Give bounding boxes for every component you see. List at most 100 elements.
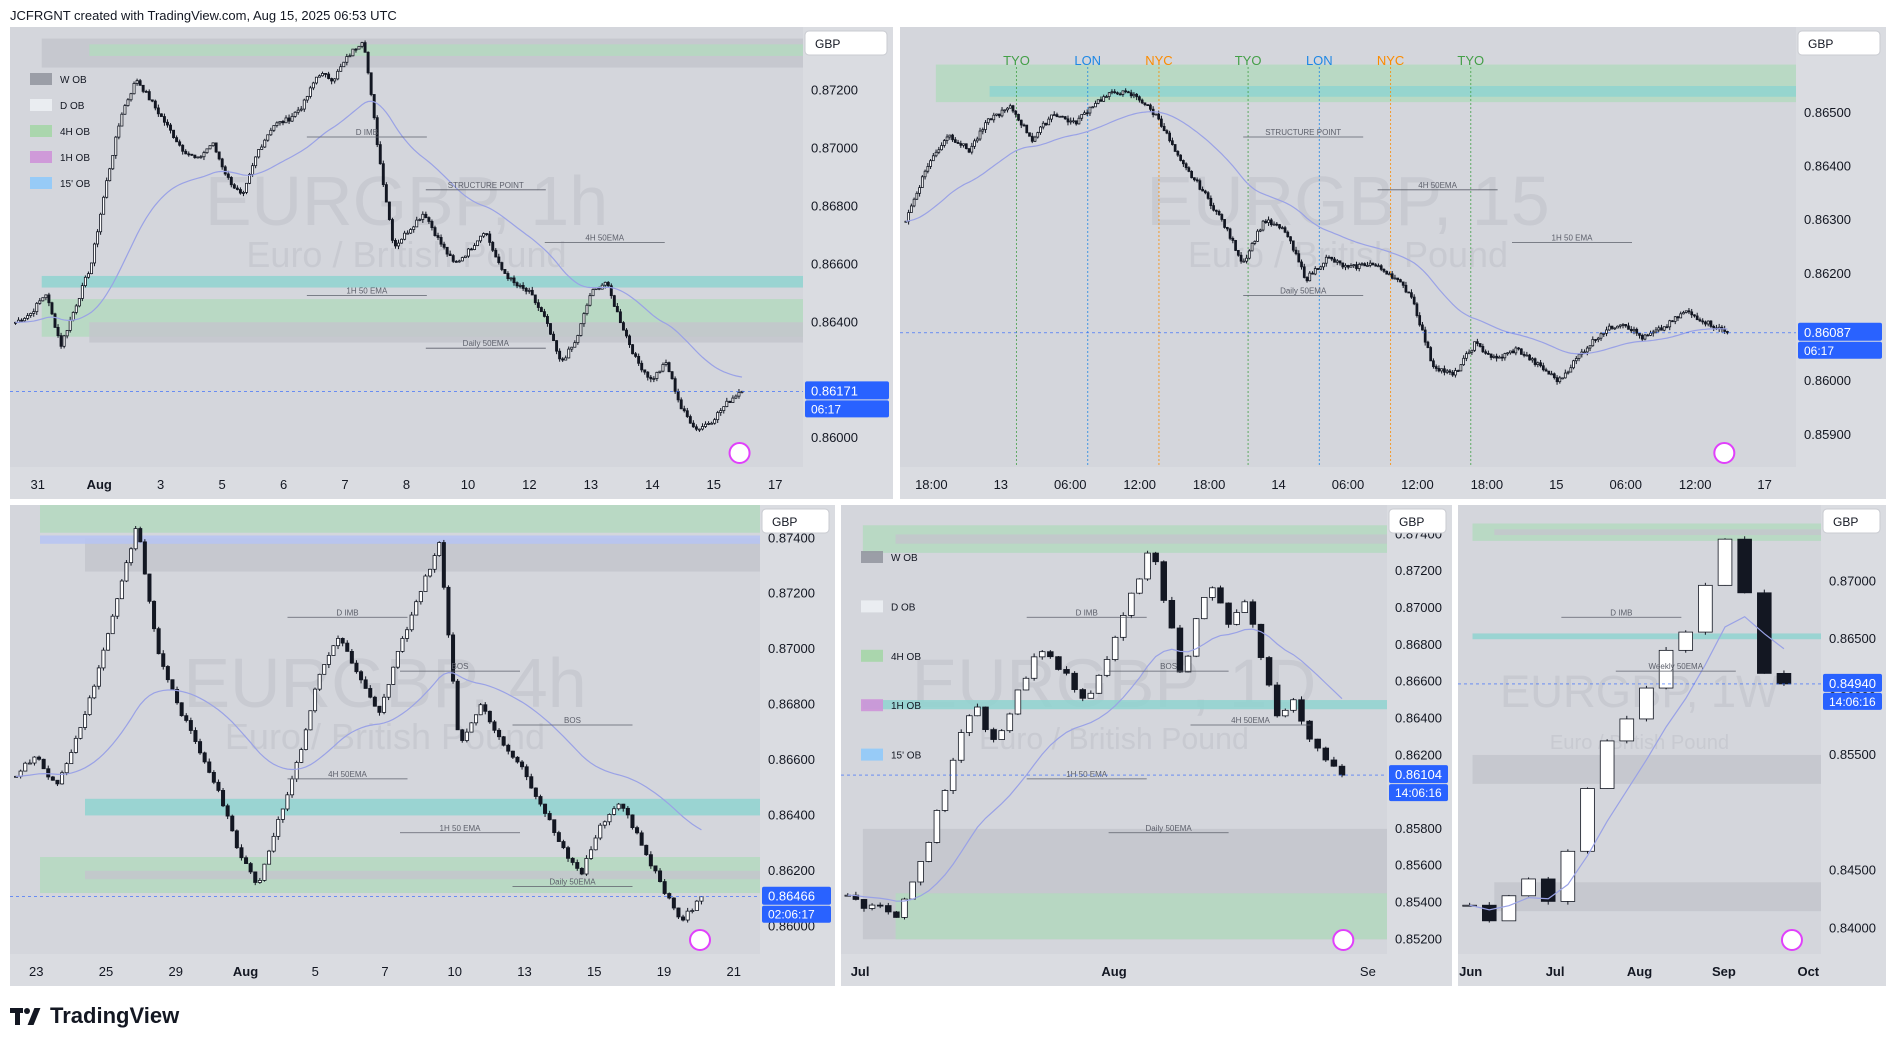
chart-panel-1w[interactable]: EURGBP, 1W Euro / British Pound D IMB Weekl…: [1458, 505, 1886, 986]
candle-body: [469, 248, 473, 251]
candle: [625, 806, 630, 819]
candle-body: [942, 140, 946, 146]
candle: [290, 113, 294, 122]
candle-body: [1621, 324, 1625, 326]
candle-body: [87, 697, 92, 715]
candle: [248, 172, 252, 185]
candle-body: [722, 406, 726, 411]
chart-panel-1h[interactable]: EURGBP, 1h Euro / British Pound D IMB STRUC…: [10, 27, 893, 499]
candle-body: [1591, 339, 1595, 347]
candle: [179, 702, 184, 717]
candle-body: [1152, 552, 1159, 563]
candle: [1261, 219, 1265, 232]
candle-body: [491, 241, 495, 251]
candle: [1072, 117, 1075, 124]
candle: [254, 156, 258, 169]
candle: [1206, 191, 1210, 200]
candle-body: [552, 819, 557, 833]
candle: [1346, 264, 1350, 270]
candle: [59, 332, 63, 349]
candle: [1223, 219, 1226, 229]
candle-body: [142, 541, 147, 575]
candle: [1459, 364, 1463, 372]
chart-panel-1d[interactable]: EURGBP, 1D Euro / British Pound D IMB BOS 4H…: [841, 505, 1452, 986]
candle-body: [630, 814, 635, 829]
x-tick-label: 18:00: [1193, 477, 1226, 492]
candle-body: [953, 139, 957, 143]
currency-label: GBP: [1808, 37, 1833, 51]
candle: [217, 151, 221, 161]
candle: [248, 862, 253, 874]
candle-body: [713, 419, 717, 424]
candle-body: [262, 863, 267, 881]
candle: [1629, 326, 1633, 334]
candle: [418, 218, 422, 222]
chart-panel-4h[interactable]: EURGBP, 4h Euro / British Pound D IMB BOS BO…: [10, 505, 835, 986]
candle-body: [211, 772, 216, 783]
candle: [1671, 320, 1674, 323]
candle: [1184, 162, 1188, 171]
chart-panel-15m[interactable]: EURGBP, 15 Euro / British Pound TYO LON NYC T…: [900, 27, 1886, 499]
candle: [87, 695, 92, 716]
candle-body: [269, 129, 273, 136]
candle: [1440, 368, 1444, 374]
candle-body: [93, 243, 96, 264]
candle: [1646, 333, 1650, 337]
candle-body: [618, 311, 622, 324]
candle-body: [1132, 93, 1136, 97]
candle: [1316, 267, 1320, 270]
candle: [193, 154, 197, 159]
candle-body: [1120, 615, 1127, 638]
candle: [430, 219, 434, 231]
candle: [115, 598, 120, 620]
candle-body: [1162, 125, 1166, 132]
candle-body: [474, 714, 479, 724]
legend-label: D OB: [60, 101, 85, 112]
candle: [1399, 278, 1402, 283]
candle: [439, 234, 443, 247]
candle: [1302, 263, 1306, 279]
candle-body: [110, 615, 115, 635]
candle: [60, 770, 65, 785]
candle: [1355, 261, 1358, 271]
x-tick-label: 06:00: [1054, 477, 1087, 492]
x-tick-label: 12:00: [1123, 477, 1156, 492]
countdown-label: 14:06:16: [1829, 695, 1876, 709]
candle-body: [1256, 230, 1259, 242]
candle: [287, 114, 291, 124]
candle-body: [1407, 291, 1411, 294]
candle: [266, 134, 270, 142]
candle: [1236, 250, 1240, 257]
candle-body: [646, 371, 650, 378]
candle-body: [997, 113, 1001, 117]
candle-body: [1165, 130, 1169, 134]
candle: [639, 830, 644, 846]
candle: [1451, 369, 1455, 377]
candle-body: [1704, 321, 1707, 325]
candle: [65, 329, 69, 339]
candle: [1096, 99, 1100, 105]
candle: [38, 297, 42, 305]
candle: [584, 855, 589, 876]
candle-body: [536, 302, 540, 308]
annotation-label: 1H 50 EMA: [440, 824, 482, 833]
candle: [205, 148, 209, 154]
candle-body: [962, 143, 965, 146]
annotation-label: Daily 50EMA: [463, 339, 510, 348]
candle: [503, 269, 507, 274]
candle: [1179, 154, 1182, 162]
candle: [345, 53, 349, 66]
candle-body: [26, 315, 30, 319]
legend-label: 4H OB: [60, 127, 90, 138]
candle: [500, 261, 504, 272]
candle-body: [920, 176, 924, 188]
candle-body: [90, 262, 93, 275]
candle-body: [1055, 656, 1062, 670]
candle: [1333, 256, 1336, 263]
candle: [47, 292, 51, 307]
candle-body: [1028, 132, 1031, 137]
candle: [1273, 682, 1281, 718]
candle-body: [225, 805, 230, 817]
candle-body: [1566, 371, 1570, 374]
candle-body: [1536, 362, 1540, 365]
